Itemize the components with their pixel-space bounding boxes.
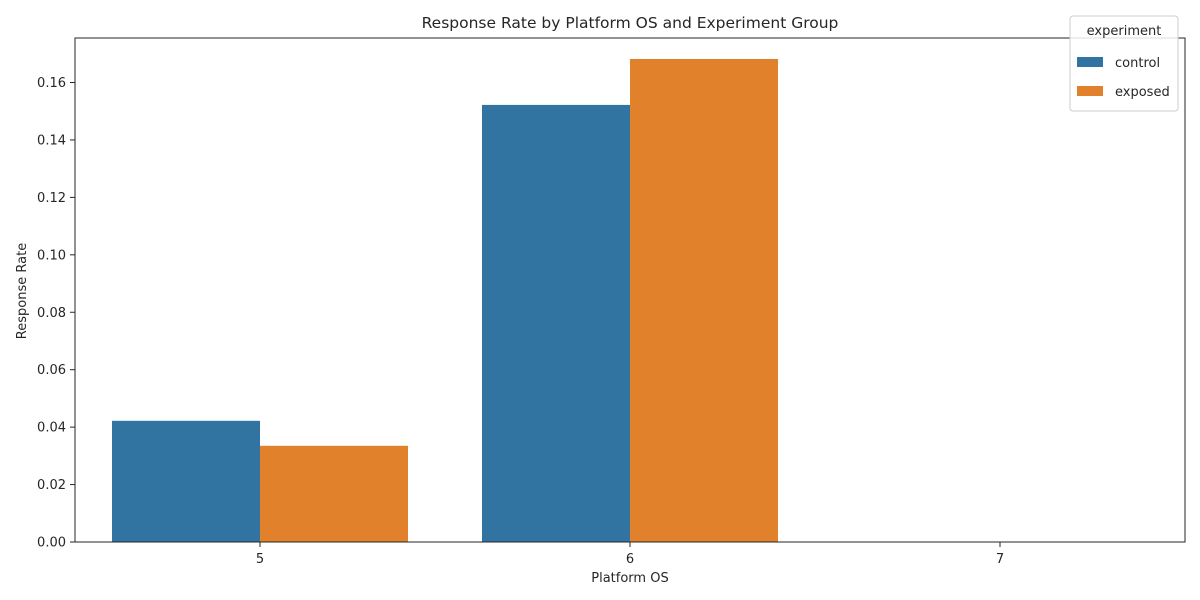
- bar-exposed-5: [260, 445, 408, 542]
- y-tick-label: 0.02: [37, 478, 66, 493]
- y-axis-title: Response Rate: [15, 243, 30, 339]
- y-tick-label: 0.10: [37, 248, 66, 263]
- y-tick-label: 0.14: [37, 133, 66, 148]
- y-tick-label: 0.12: [37, 191, 66, 206]
- x-tick-label: 7: [996, 552, 1004, 567]
- legend-label-exposed: exposed: [1115, 85, 1170, 100]
- x-axis: 5 6 7: [256, 542, 1004, 567]
- legend-title: experiment: [1087, 24, 1162, 39]
- plot-area: [74, 37, 1186, 543]
- y-tick-label: 0.16: [37, 76, 66, 91]
- legend-label-control: control: [1115, 56, 1160, 71]
- x-tick-label: 5: [256, 552, 264, 567]
- x-axis-title: Platform OS: [591, 571, 668, 586]
- y-tick-label: 0.04: [37, 421, 66, 436]
- y-tick-label: 0.00: [37, 536, 66, 551]
- x-tick-label: 6: [626, 552, 634, 567]
- chart-title: Response Rate by Platform OS and Experim…: [422, 14, 839, 32]
- legend-swatch-control: [1077, 57, 1103, 67]
- bar-exposed-6: [630, 58, 778, 542]
- y-tick-label: 0.08: [37, 306, 66, 321]
- y-axis: 0.00 0.02 0.04 0.06 0.08 0.10 0.12 0.14 0.16: [37, 76, 75, 551]
- y-tick-label: 0.06: [37, 363, 66, 378]
- legend: experiment control exposed: [1069, 15, 1179, 112]
- legend-swatch-exposed: [1077, 86, 1103, 96]
- bar-control-5: [112, 420, 260, 542]
- bar-control-6: [482, 104, 630, 543]
